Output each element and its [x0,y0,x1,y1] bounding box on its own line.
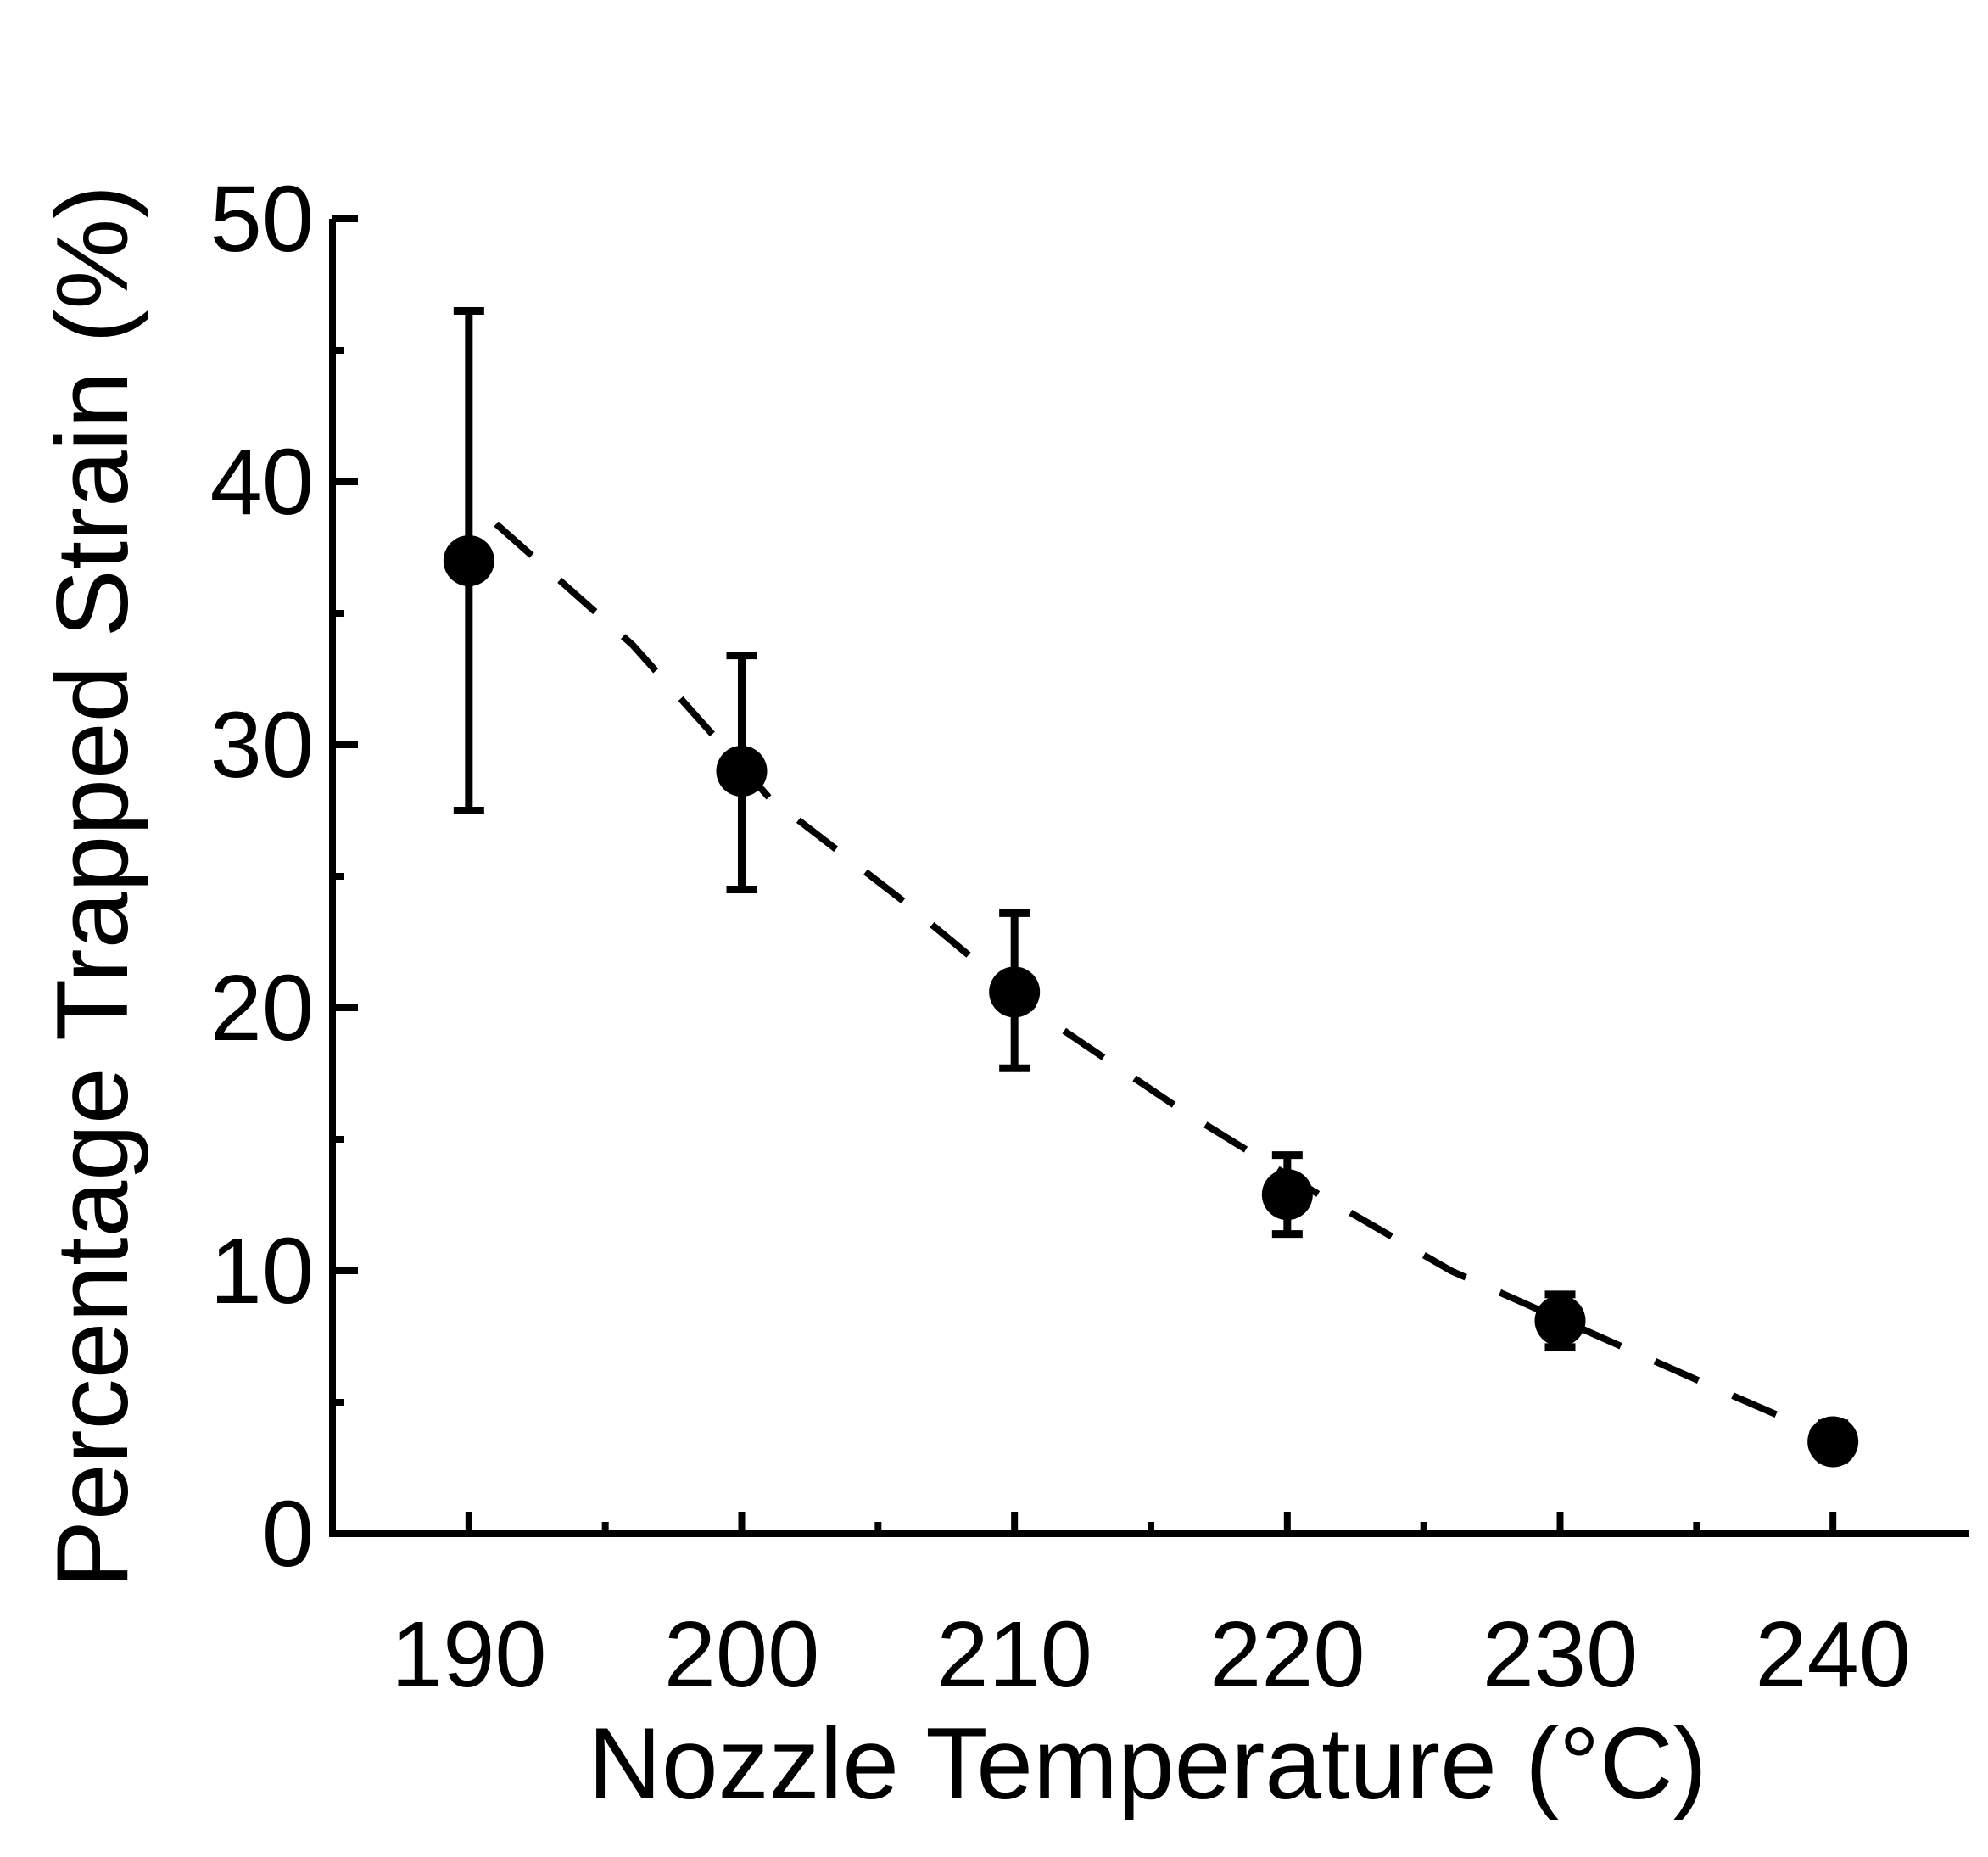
fit-layer [494,521,1834,1443]
marker-layer [443,535,1859,1468]
y-tick-label: 30 [210,693,314,797]
x-axis-title: Nozzle Temperature (°C) [588,1707,1707,1821]
data-point [1807,1416,1859,1468]
y-tick-label: 40 [210,430,314,534]
fit-curve [494,521,1834,1443]
y-tick-label: 50 [210,167,314,271]
y-axis-title: Percentage Trapped Strain (%) [36,185,149,1588]
data-point [443,535,494,586]
error-bar-layer [453,307,1849,1464]
x-tick-label: 190 [391,1603,547,1707]
label-layer: Nozzle Temperature (°C) Percentage Trapp… [36,185,1707,1821]
x-tick-label: 220 [1209,1603,1365,1707]
y-tick-label: 20 [210,956,314,1060]
x-tick-label: 200 [664,1603,820,1707]
x-tick-label: 210 [936,1603,1092,1707]
axis-layer: 190 200 210 220 230 240 0 10 20 30 40 50 [210,167,1969,1707]
data-point [716,746,768,797]
y-tick-label: 0 [262,1482,314,1586]
data-point [989,966,1041,1018]
y-tick-label: 10 [210,1219,314,1323]
data-point [1534,1295,1586,1346]
data-point [1261,1169,1313,1221]
x-tick-label: 230 [1483,1603,1639,1707]
x-tick-label: 240 [1755,1603,1911,1707]
